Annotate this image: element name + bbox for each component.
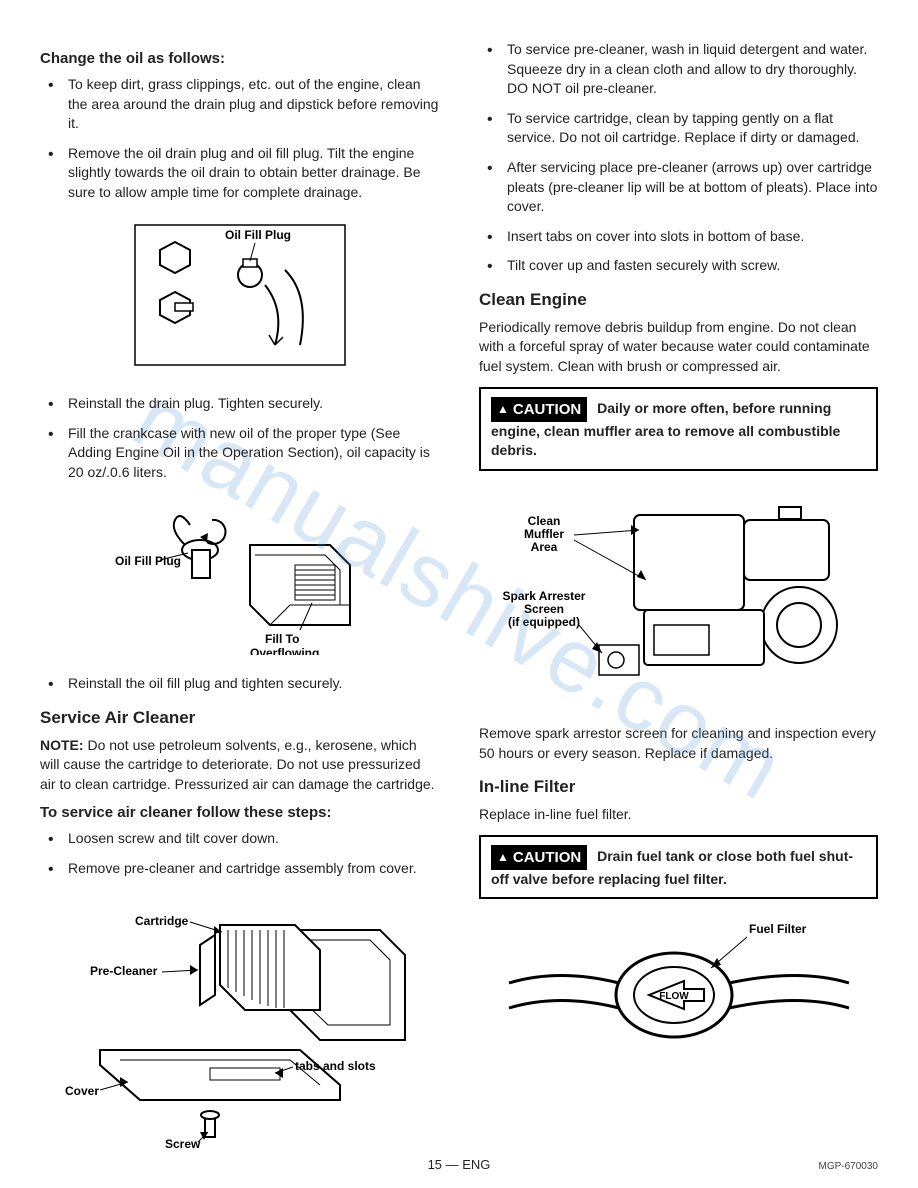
figure-fuel-filter: FLOW Fuel Filter xyxy=(479,913,878,1069)
list-item: Fill the crankcase with new oil of the p… xyxy=(40,424,439,483)
page-footer: 15 — ENG xyxy=(0,1156,918,1174)
list-item: Remove the oil drain plug and oil fill p… xyxy=(40,144,439,203)
figure-engine: CleanMufflerArea Spark ArresterScreen(if… xyxy=(479,485,878,711)
list-item: After servicing place pre-cleaner (arrow… xyxy=(479,158,878,217)
heading-service-air: Service Air Cleaner xyxy=(40,706,439,730)
caution-badge: CAUTION xyxy=(491,397,587,422)
doc-code: MGP-670030 xyxy=(819,1160,878,1174)
clean-engine-text: Periodically remove debris buildup from … xyxy=(479,318,878,377)
list-item: Reinstall the oil fill plug and tighten … xyxy=(40,674,439,694)
figure-air-cleaner: Cartridge Pre-Cleaner Cover Screw tabs a… xyxy=(40,890,439,1156)
two-column-layout: Change the oil as follows: To keep dirt,… xyxy=(40,40,878,1170)
list-item: Remove pre-cleaner and cartridge assembl… xyxy=(40,859,439,879)
list-item: To service pre-cleaner, wash in liquid d… xyxy=(479,40,878,99)
heading-service-steps: To service air cleaner follow these step… xyxy=(40,802,439,823)
fig4-muffler-label: CleanMufflerArea xyxy=(524,514,564,554)
after-fig2-list: Reinstall the oil fill plug and tighten … xyxy=(40,674,439,694)
change-oil-list: To keep dirt, grass clippings, etc. out … xyxy=(40,75,439,203)
caution-box-2: CAUTION Drain fuel tank or close both fu… xyxy=(479,835,878,900)
list-item: Loosen screw and tilt cover down. xyxy=(40,829,439,849)
fig5-flow-label: FLOW xyxy=(659,991,689,1002)
fig2-plug-label: Oil Fill Plug xyxy=(115,554,181,568)
right-top-list: To service pre-cleaner, wash in liquid d… xyxy=(479,40,878,276)
fig3-cover-label: Cover xyxy=(65,1084,99,1098)
heading-clean-engine: Clean Engine xyxy=(479,288,878,312)
list-item: To service cartridge, clean by tapping g… xyxy=(479,109,878,148)
fig3-precleaner-label: Pre-Cleaner xyxy=(90,964,158,978)
note-label: NOTE: xyxy=(40,737,84,753)
heading-change-oil: Change the oil as follows: xyxy=(40,48,439,69)
fig3-screw-label: Screw xyxy=(165,1137,201,1150)
right-column: To service pre-cleaner, wash in liquid d… xyxy=(479,40,878,1170)
fig3-cartridge-label: Cartridge xyxy=(135,914,189,928)
fig2-fill-label: Fill To Overflowing xyxy=(250,632,319,655)
note-text: Do not use petroleum solvents, e.g., ker… xyxy=(40,737,435,792)
figure-oil-fill-plug: Oil Fill Plug xyxy=(40,215,439,381)
caution-box-1: CAUTION Daily or more often, before runn… xyxy=(479,387,878,471)
inline-text: Replace in-line fuel filter. xyxy=(479,805,878,825)
caution-badge: CAUTION xyxy=(491,845,587,870)
spark-text: Remove spark arrestor screen for cleanin… xyxy=(479,724,878,763)
list-item: Tilt cover up and fasten securely with s… xyxy=(479,256,878,276)
service-steps-list: Loosen screw and tilt cover down. Remove… xyxy=(40,829,439,878)
list-item: Reinstall the drain plug. Tighten secure… xyxy=(40,394,439,414)
after-fig1-list: Reinstall the drain plug. Tighten secure… xyxy=(40,394,439,482)
figure-fill-overflow: Oil Fill Plug Fill To Overflowing xyxy=(40,495,439,661)
fig3-tabs-label: tabs and slots xyxy=(295,1059,376,1073)
fig4-spark-label: Spark ArresterScreen(if equipped) xyxy=(502,589,585,629)
note-paragraph: NOTE: Do not use petroleum solvents, e.g… xyxy=(40,736,439,795)
list-item: To keep dirt, grass clippings, etc. out … xyxy=(40,75,439,134)
fig1-label: Oil Fill Plug xyxy=(225,228,291,242)
left-column: Change the oil as follows: To keep dirt,… xyxy=(40,40,439,1170)
heading-inline-filter: In-line Filter xyxy=(479,775,878,799)
list-item: Insert tabs on cover into slots in botto… xyxy=(479,227,878,247)
fig5-filter-label: Fuel Filter xyxy=(749,922,807,936)
